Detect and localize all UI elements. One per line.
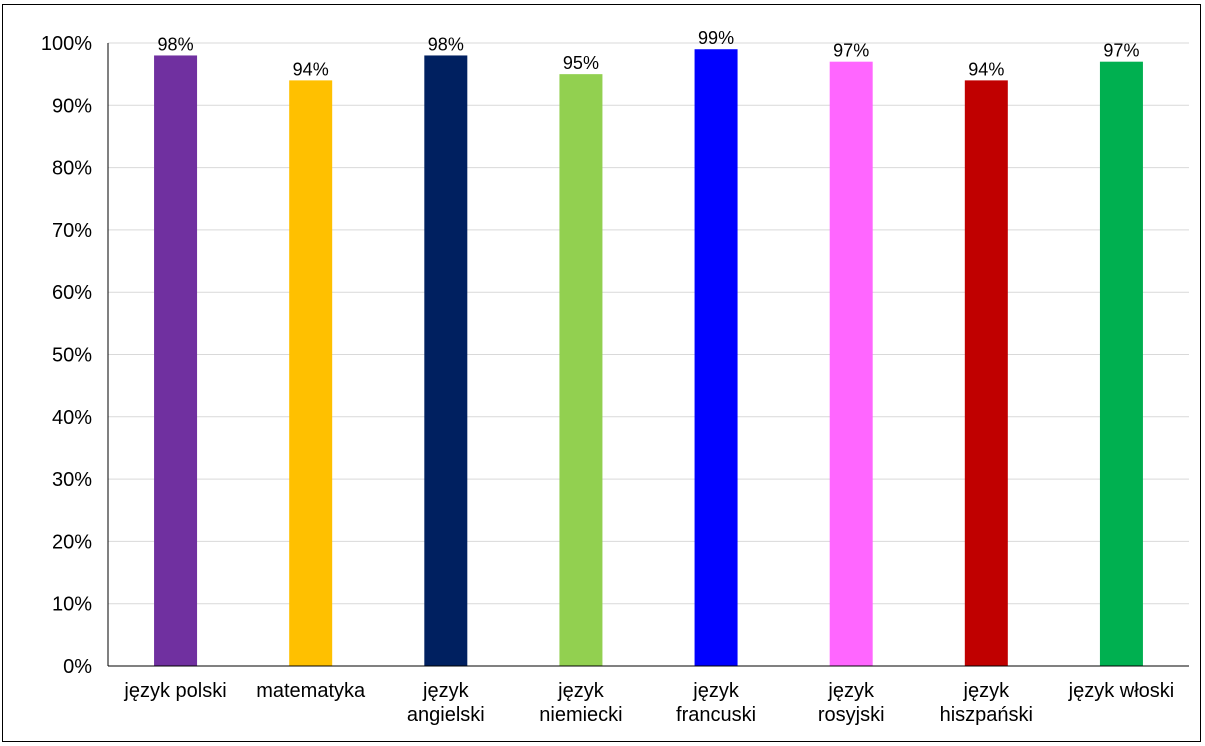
data-label: 98% xyxy=(428,34,464,54)
x-tick-label: język xyxy=(827,680,875,702)
data-label: 94% xyxy=(968,59,1004,79)
y-tick-label: 40% xyxy=(52,407,92,429)
x-tick-label: francuski xyxy=(676,704,756,726)
y-tick-label: 20% xyxy=(52,531,92,553)
bar xyxy=(154,55,198,666)
y-tick-label: 30% xyxy=(52,469,92,491)
y-tick-labels: 0% 10% 20% 30% 40% 50% 60% 70% 80% 90% 100% xyxy=(41,33,92,678)
x-tick-label: angielski xyxy=(407,704,485,726)
x-tick-label: rosyjski xyxy=(818,704,885,726)
bar xyxy=(829,61,873,666)
data-label: 99% xyxy=(698,28,734,48)
y-tick-label: 10% xyxy=(52,594,92,616)
y-tick-label: 90% xyxy=(52,95,92,117)
y-tick-label: 80% xyxy=(52,158,92,180)
bar xyxy=(289,80,333,666)
bar xyxy=(964,80,1008,666)
x-tick-labels: język polski matematyka językangielskijęzy… xyxy=(123,680,1174,726)
x-tick-label: język xyxy=(963,680,1011,702)
data-label: 97% xyxy=(833,41,869,61)
y-tick-label: 100% xyxy=(41,33,92,55)
x-tick-label: język xyxy=(692,680,740,702)
data-label: 98% xyxy=(158,34,194,54)
axes xyxy=(107,43,1189,667)
x-tick-label: matematyka xyxy=(256,680,366,702)
bar xyxy=(1099,61,1143,666)
bar xyxy=(694,49,738,667)
x-tick-label: niemiecki xyxy=(539,704,622,726)
data-label: 95% xyxy=(563,53,599,73)
bar xyxy=(424,55,468,666)
x-tick-label: hiszpański xyxy=(940,704,1033,726)
x-tick-label: język włoski xyxy=(1068,680,1175,702)
gridlines xyxy=(108,42,1189,605)
x-tick-label: język xyxy=(557,680,605,702)
y-tick-label: 60% xyxy=(52,282,92,304)
y-tick-label: 70% xyxy=(52,220,92,242)
x-tick-label: język polski xyxy=(123,680,226,702)
bars xyxy=(154,49,1143,667)
data-labels: 98% 94% 98% 95% 99% 97% 94% 97% xyxy=(158,28,1140,79)
data-label: 97% xyxy=(1103,41,1139,61)
data-label: 94% xyxy=(293,59,329,79)
bar xyxy=(559,74,603,666)
x-tick-label: język xyxy=(422,680,470,702)
y-tick-label: 50% xyxy=(52,345,92,367)
y-tick-label: 0% xyxy=(63,656,92,678)
